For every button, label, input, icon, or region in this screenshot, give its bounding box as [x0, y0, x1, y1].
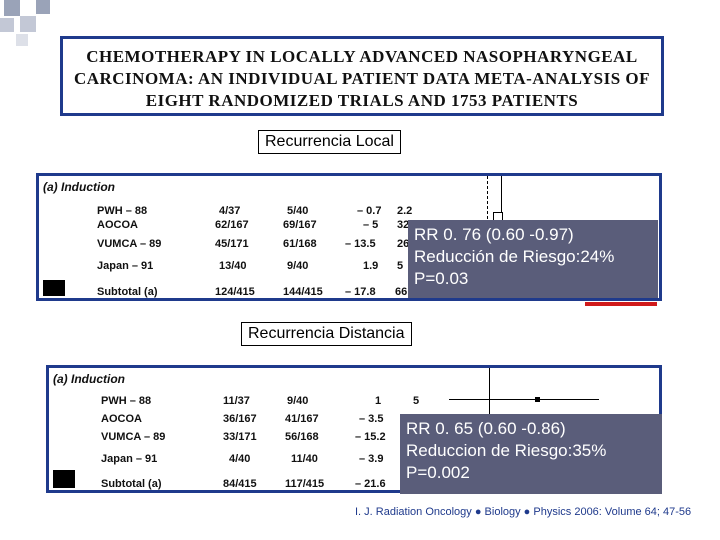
table-cell: 33/171 [223, 431, 257, 443]
distance-rr-text: RR 0. 65 (0.60 -0.86) [406, 419, 566, 438]
table-cell: 13/40 [219, 260, 247, 272]
table-row: VUMCA – 89 [101, 431, 166, 443]
table-cell: 26 [397, 238, 410, 250]
local-result-box: RR 0. 76 (0.60 -0.97) Reducción de Riesg… [408, 220, 658, 298]
local-section-header: (a) Induction [43, 180, 115, 194]
local-recurrence-label: Recurrencia Local [258, 130, 401, 154]
distance-section-header: (a) Induction [53, 372, 125, 386]
table-cell: 4/37 [219, 205, 241, 217]
ci-line [449, 399, 599, 400]
red-accent-line [585, 302, 657, 306]
table-row: PWH – 88 [101, 395, 152, 407]
table-cell: 9/40 [287, 395, 309, 407]
table-cell: 124/415 [215, 286, 255, 298]
table-cell: 5/40 [287, 205, 309, 217]
table-row: AOCOA [97, 219, 138, 231]
table-cell: 9/40 [287, 260, 309, 272]
decor-square-4 [0, 18, 14, 32]
decor-square-5 [16, 34, 28, 46]
table-cell: 1 [375, 395, 382, 407]
table-row: Japan – 91 [101, 453, 158, 465]
distance-result-box: RR 0. 65 (0.60 -0.86) Reduccion de Riesg… [400, 414, 662, 494]
table-cell: – 0.7 [357, 205, 382, 217]
table-cell: – 21.6 [355, 478, 386, 490]
table-row: Subtotal (a) [97, 286, 158, 298]
table-cell: 5 [397, 260, 404, 272]
table-cell: 11/40 [291, 453, 318, 465]
table-cell: – 17.8 [345, 286, 376, 298]
table-cell: 69/167 [283, 219, 317, 231]
table-cell: 36/167 [223, 413, 257, 425]
table-row: VUMCA – 89 [97, 238, 162, 250]
table-cell: 4/40 [229, 453, 251, 465]
table-cell: – 5 [363, 219, 379, 231]
table-cell: 144/415 [283, 286, 323, 298]
table-cell: 1.9 [363, 260, 379, 272]
table-cell: 56/168 [285, 431, 319, 443]
table-cell: 5 [413, 395, 420, 407]
distance-p-value-text: P=0.002 [406, 463, 470, 482]
local-reduction-text: Reducción de Riesgo:24% [414, 247, 615, 266]
table-cell: 84/415 [223, 478, 257, 490]
table-row: Japan – 91 [97, 260, 154, 272]
table-cell: – 3.9 [359, 453, 384, 465]
local-p-value-text: P=0.03 [414, 269, 469, 288]
distance-recurrence-label: Recurrencia Distancia [241, 322, 412, 346]
table-cell: 2.2 [397, 205, 413, 217]
subtotal-marker [53, 470, 75, 488]
table-row: AOCOA [101, 413, 142, 425]
decor-square-1 [4, 0, 20, 16]
table-cell: 11/37 [223, 395, 250, 407]
title-box: CHEMOTHERAPY IN LOCALLY ADVANCED NASOPHA… [60, 36, 664, 116]
distance-reduction-text: Reduccion de Riesgo:35% [406, 441, 607, 460]
table-cell: 61/168 [283, 238, 317, 250]
table-cell: – 3.5 [359, 413, 384, 425]
subtotal-marker [43, 280, 65, 296]
effect-estimate-marker [535, 397, 540, 402]
table-cell: 32 [397, 219, 410, 231]
table-row: PWH – 88 [97, 205, 148, 217]
table-cell: – 15.2 [355, 431, 386, 443]
local-rr-text: RR 0. 76 (0.60 -0.97) [414, 225, 574, 244]
table-cell: 117/415 [285, 478, 325, 490]
title-line-3: EIGHT RANDOMIZED TRIALS AND 1753 PATIENT… [145, 91, 579, 110]
title-line-2: CARCINOMA: AN INDIVIDUAL PATIENT DATA ME… [73, 69, 651, 88]
table-row: Subtotal (a) [101, 478, 162, 490]
title-line-1: CHEMOTHERAPY IN LOCALLY ADVANCED NASOPHA… [86, 47, 638, 66]
table-cell: – 13.5 [345, 238, 376, 250]
table-cell: 66 [395, 286, 408, 298]
decor-square-2 [20, 16, 36, 32]
decor-square-3 [36, 0, 50, 14]
table-cell: 62/167 [215, 219, 249, 231]
table-cell: 45/171 [215, 238, 249, 250]
table-cell: 41/167 [285, 413, 319, 425]
citation-text: I. J. Radiation Oncology ● Biology ● Phy… [355, 506, 692, 518]
